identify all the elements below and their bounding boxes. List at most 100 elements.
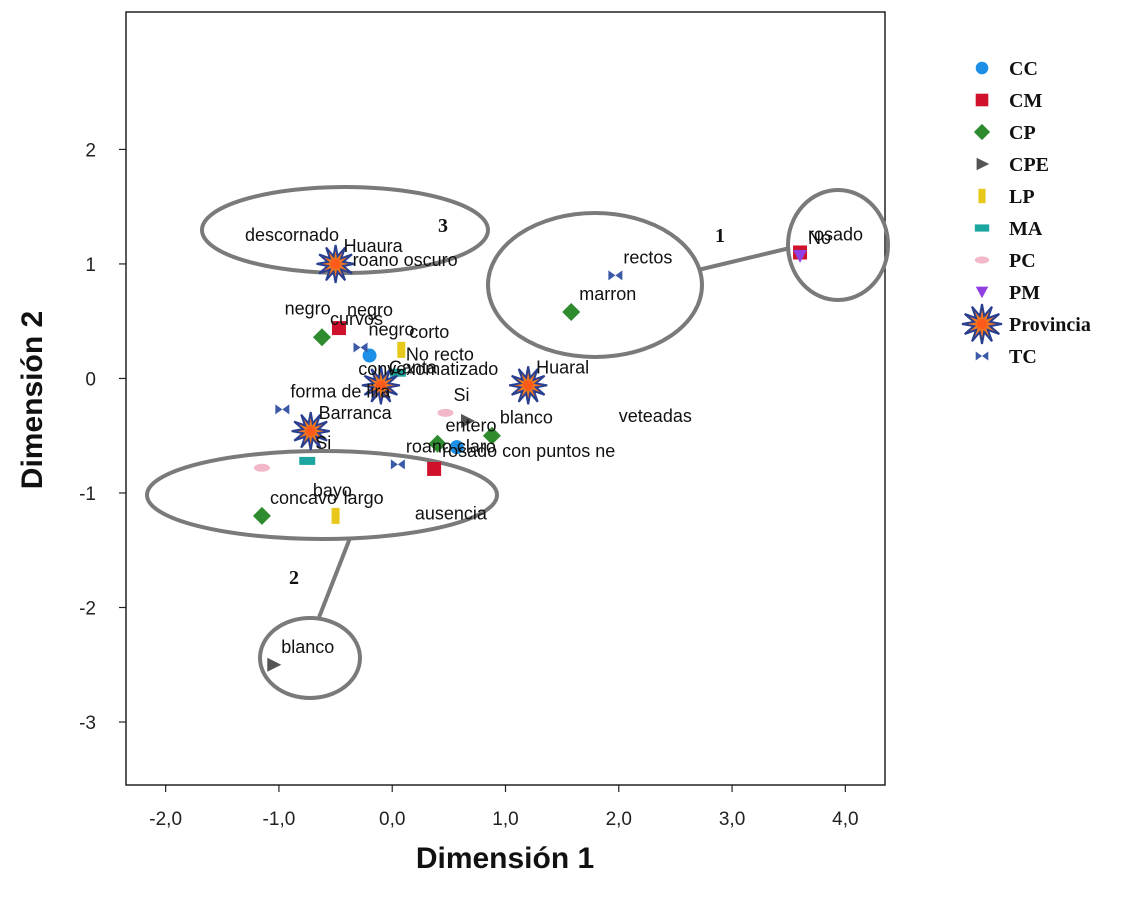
point-label: Huaral — [536, 357, 589, 377]
point-tc — [608, 270, 623, 281]
point-label: roano claro — [406, 436, 496, 456]
point-label: blanco — [500, 408, 553, 428]
legend-label: MA — [1009, 218, 1043, 240]
y-tick-label: -2 — [79, 598, 96, 619]
group-2-ellipse-bottom — [258, 616, 362, 700]
point-lp — [397, 341, 406, 358]
point-label: blanco — [281, 637, 334, 657]
legend-marker — [976, 157, 990, 171]
group-number-label: 1 — [715, 225, 725, 247]
legend-item-pm: PM — [975, 282, 1040, 304]
x-tick-label: 2,0 — [606, 809, 632, 830]
legend-marker — [978, 188, 986, 204]
x-tick-label: 4,0 — [832, 809, 858, 830]
point-pc — [253, 463, 270, 472]
point-label: forma de lira — [290, 381, 391, 401]
y-tick-label: -1 — [79, 484, 96, 505]
legend-marker — [975, 93, 989, 107]
free-label: convexomatizado — [358, 359, 498, 379]
point-provincia — [509, 366, 548, 405]
legend-marker — [961, 303, 1003, 345]
point-cp — [312, 328, 331, 347]
point-label: Si — [315, 433, 331, 453]
legend-label: LP — [1009, 186, 1035, 208]
free-label: ausencia — [415, 503, 488, 523]
point-label: Si — [453, 385, 469, 405]
legend-label: CM — [1009, 90, 1042, 112]
x-axis: -2,0 -1,0 0,0 1,0 2,0 3,0 4,0 — [149, 785, 859, 830]
free-label: bayo — [313, 480, 352, 500]
point-label: largo — [344, 488, 384, 508]
legend-item-tc: TC — [975, 346, 1037, 368]
point-provincia — [361, 366, 401, 405]
free-label: descornado — [245, 225, 339, 245]
legend-item-pc: PC — [974, 250, 1036, 272]
legend-marker — [975, 286, 989, 299]
legend-item-cc: CC — [975, 58, 1038, 80]
legend: CC CM CP CPE LP MA PC PM Provincia TC — [961, 58, 1091, 368]
x-axis-title: Dimensión 1 — [416, 842, 594, 875]
group-1-connector — [697, 246, 791, 272]
point-cp — [428, 434, 447, 453]
point-pc — [437, 408, 454, 417]
point-provincia — [316, 244, 355, 284]
point-label: marron — [579, 284, 636, 304]
legend-marker — [975, 61, 989, 75]
point-pm — [793, 249, 808, 263]
y-axis-title: Dimensión 2 — [16, 311, 49, 489]
point-label: negro — [368, 320, 414, 340]
group-2-connector — [316, 537, 352, 621]
point-label: No recto — [406, 345, 474, 365]
point-label: rectos — [623, 247, 672, 267]
point-ma — [389, 368, 406, 377]
legend-item-lp: LP — [978, 186, 1035, 208]
legend-marker — [973, 123, 991, 141]
point-tc — [275, 404, 290, 415]
legend-item-cp: CP — [973, 122, 1036, 144]
x-tick-label: 3,0 — [719, 809, 745, 830]
legend-label: PC — [1009, 250, 1036, 272]
group-1-ellipse — [486, 211, 704, 359]
legend-marker — [974, 224, 990, 232]
legend-label: TC — [1009, 346, 1037, 368]
y-axis: -3 -2 -1 0 1 2 — [79, 140, 126, 734]
point-cp — [252, 506, 271, 525]
point-cm — [331, 321, 346, 336]
point-label: corto — [409, 322, 449, 342]
legend-label: CPE — [1009, 154, 1049, 176]
x-tick-label: -2,0 — [149, 809, 182, 830]
legend-label: CP — [1009, 122, 1036, 144]
point-label: negro — [347, 300, 393, 320]
point-cp — [482, 426, 501, 445]
y-tick-label: -3 — [79, 713, 96, 734]
group-ellipses: 3 1 2 — [145, 185, 890, 700]
point-label: curvos — [330, 309, 383, 329]
group-number-label: 3 — [438, 215, 448, 237]
legend-item-cm: CM — [975, 90, 1042, 112]
point-labels: negro rosado con puntos ne rosado curvos mar… — [245, 224, 863, 656]
point-label: No — [808, 228, 831, 248]
group-3-ellipse — [200, 185, 490, 275]
group-2-ellipse — [145, 449, 499, 541]
point-cm — [427, 461, 442, 476]
point-cpe — [267, 657, 282, 672]
group-1-ellipse-right — [786, 188, 890, 302]
legend-label: Provincia — [1009, 314, 1091, 336]
free-label: negro — [285, 298, 331, 318]
y-tick-label: 1 — [85, 255, 96, 276]
legend-marker — [974, 256, 990, 264]
point-ma — [299, 456, 316, 465]
x-tick-label: -1,0 — [263, 809, 296, 830]
x-tick-label: 0,0 — [379, 809, 405, 830]
point-label: Canta — [389, 357, 438, 377]
data-points — [252, 244, 808, 672]
point-label: Huaura — [344, 236, 404, 256]
legend-label: PM — [1009, 282, 1040, 304]
legend-label: CC — [1009, 58, 1038, 80]
point-label: entero — [446, 416, 497, 436]
free-label: roano oscuro — [353, 250, 458, 270]
legend-item-cpe: CPE — [976, 154, 1049, 176]
point-label: concavo — [270, 488, 337, 508]
point-lp — [331, 507, 340, 524]
